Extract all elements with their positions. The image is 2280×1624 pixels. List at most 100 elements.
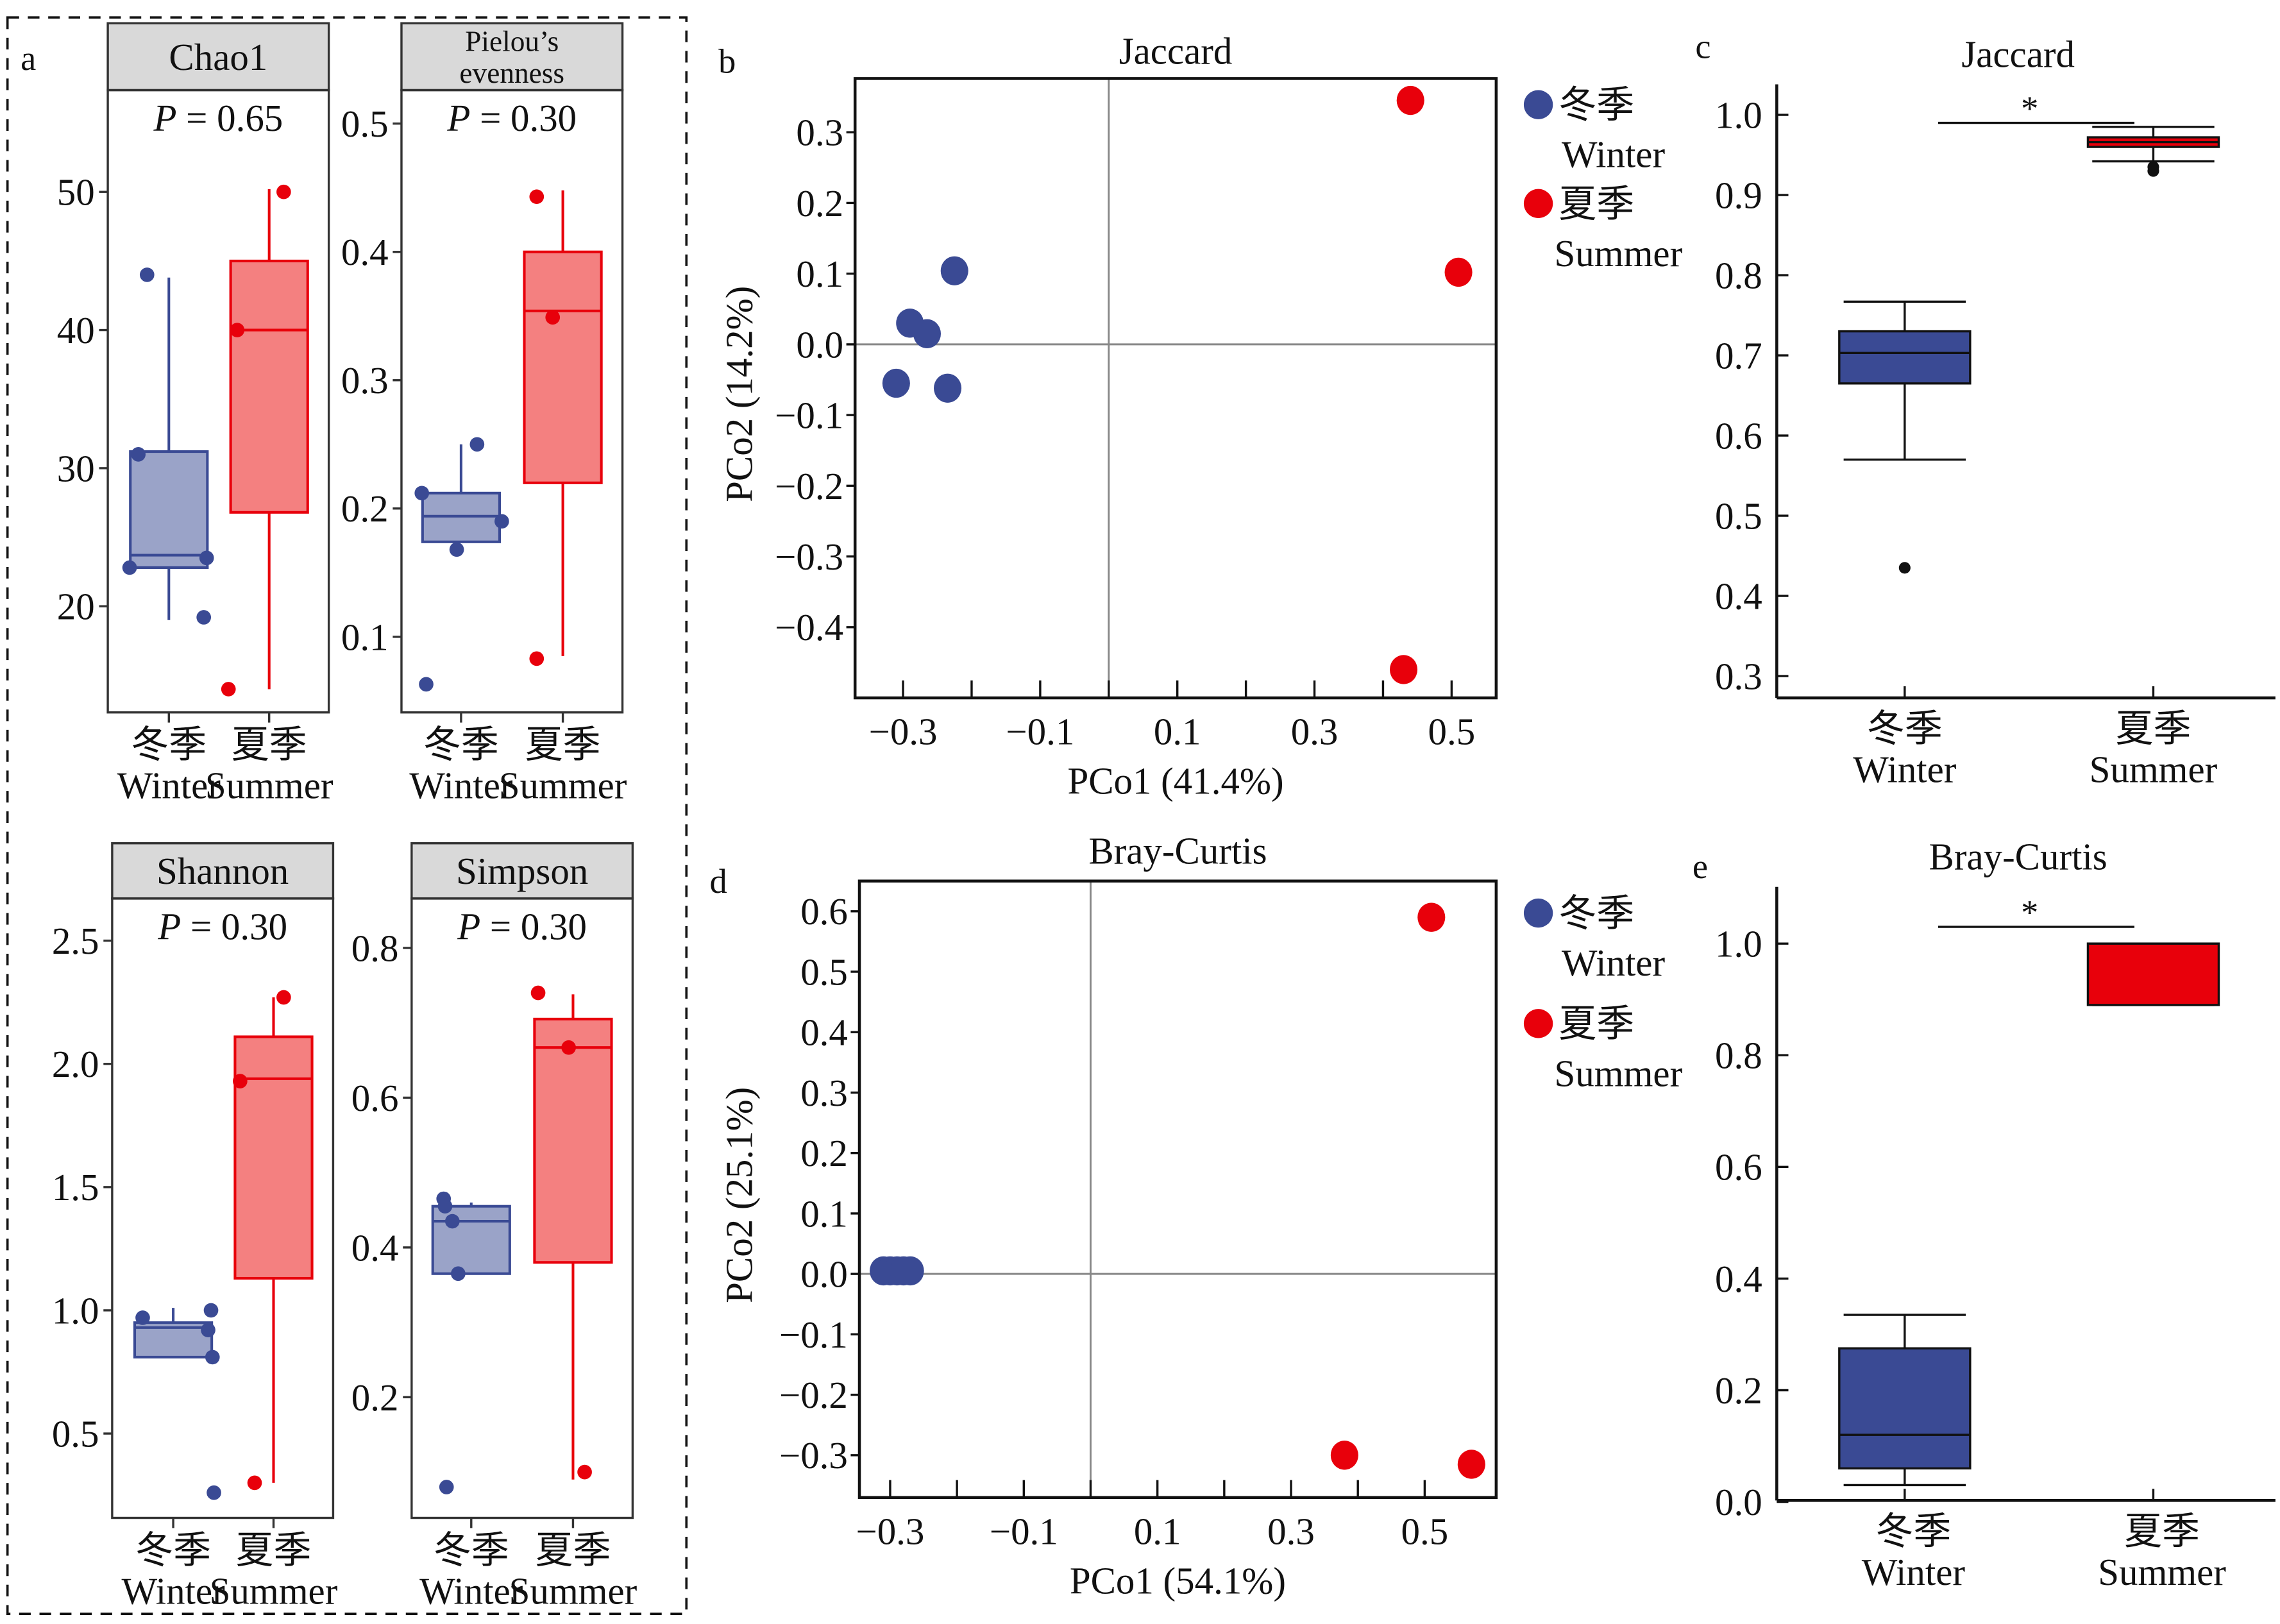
legend-label-zh: 夏季: [1558, 1002, 1634, 1045]
data-point: [1457, 1450, 1485, 1479]
facet-panel: [106, 89, 330, 714]
x-label-zh: 冬季: [423, 723, 499, 766]
x-label-zh: 冬季: [1867, 707, 1943, 750]
plot-frame: [853, 77, 1498, 700]
facet-panel: [410, 897, 634, 1519]
x-label-en: Summer: [205, 764, 334, 806]
y-tick-label: 0.2: [341, 487, 389, 530]
data-point: [545, 310, 561, 325]
data-point: [122, 560, 137, 575]
plot-frame: [857, 879, 1498, 1500]
legend-label-en: Summer: [1555, 1052, 1683, 1094]
y-tick-label: 0.2: [800, 1132, 848, 1174]
p-symbol: P: [446, 97, 470, 139]
y-tick-label: 0.9: [1715, 174, 1762, 216]
y-tick-label: 1.0: [52, 1289, 99, 1332]
data-point: [233, 1074, 248, 1088]
x-label-en: Winter: [419, 1569, 523, 1612]
data-point: [451, 1266, 466, 1281]
x-label-en: Winter: [1853, 749, 1957, 791]
x-tick-label: −0.1: [990, 1510, 1058, 1552]
x-tick-label: 0.1: [1154, 711, 1201, 753]
x-label-zh: 冬季: [434, 1529, 509, 1571]
y-tick-label: 0.4: [800, 1011, 848, 1054]
data-point: [203, 1303, 219, 1318]
y-tick-label: 0.2: [351, 1376, 399, 1419]
legend-marker: [1523, 1009, 1553, 1038]
data-point: [896, 1256, 924, 1286]
legend-marker: [1523, 189, 1553, 219]
p-value-text: = 0.30: [470, 97, 577, 139]
x-label-en: Summer: [499, 764, 627, 806]
data-point: [913, 319, 942, 349]
y-tick-label: 0.0: [796, 323, 843, 366]
y-tick-label: 50: [57, 171, 95, 214]
x-tick-label: 0.3: [1267, 1510, 1315, 1552]
x-tick-label: 0.3: [1291, 711, 1338, 753]
y-tick-label: 1.0: [1715, 94, 1762, 136]
y-tick-label: 0.8: [1715, 1035, 1762, 1077]
data-point: [1444, 257, 1473, 287]
data-point: [201, 1323, 215, 1338]
data-point: [449, 542, 464, 557]
legend-label-zh: 夏季: [1558, 183, 1634, 225]
x-label-zh: 夏季: [536, 1529, 611, 1571]
y-tick-label: 0.2: [1715, 1369, 1762, 1412]
x-tick-label: −0.3: [856, 1510, 924, 1552]
legend-label-en: Summer: [1555, 232, 1683, 275]
panel-label-b: b: [718, 42, 736, 80]
data-point: [529, 651, 545, 666]
x-label-en: Summer: [2090, 749, 2218, 791]
data-point: [437, 1199, 453, 1214]
data-point: [561, 1040, 576, 1055]
facet-title: Simpson: [456, 850, 588, 892]
y-tick-label: 0.4: [1715, 575, 1762, 617]
data-point: [494, 514, 509, 529]
panel-label-c: c: [1695, 28, 1710, 66]
y-axis-label: PCo2 (14.2%): [718, 286, 760, 502]
y-tick-label: 0.3: [1715, 655, 1762, 697]
y-tick-label: −0.1: [779, 1314, 848, 1356]
x-tick-label: 0.5: [1401, 1510, 1449, 1552]
chart-title: Bray-Curtis: [1088, 829, 1267, 872]
y-tick-label: −0.2: [775, 465, 843, 507]
box: [129, 450, 209, 569]
x-label-en: Summer: [210, 1569, 338, 1612]
y-tick-label: 0.6: [800, 890, 848, 933]
y-tick-label: 0.5: [800, 951, 848, 993]
y-tick-label: 0.4: [351, 1226, 399, 1269]
chart-title: Jaccard: [1961, 33, 2075, 75]
panel-label-a: a: [21, 39, 36, 78]
p-value-annotation: P = 0.65: [153, 97, 283, 139]
x-label-zh: 夏季: [2116, 707, 2191, 750]
y-tick-label: 0.6: [351, 1077, 399, 1119]
data-point: [1417, 902, 1446, 932]
chart-title: Jaccard: [1119, 30, 1233, 72]
y-tick-label: 0.6: [1715, 414, 1762, 457]
panel-a-dashed-border: [6, 16, 688, 1615]
x-label-en: Winter: [1862, 1551, 1966, 1593]
outlier-point: [2147, 161, 2159, 173]
y-axis-label: PCo2 (25.1%): [718, 1087, 760, 1303]
p-value-annotation: P = 0.30: [446, 97, 577, 139]
data-point: [196, 610, 212, 625]
data-point: [276, 184, 291, 199]
x-label-zh: 夏季: [236, 1529, 312, 1571]
data-point: [205, 1349, 220, 1365]
data-point: [469, 437, 485, 452]
x-axis-label: PCo1 (41.4%): [1067, 760, 1283, 802]
facet-title: Shannon: [156, 850, 289, 892]
p-value-annotation: P = 0.30: [157, 905, 287, 947]
y-tick-label: 0.5: [52, 1412, 99, 1455]
panel-label-e: e: [1693, 847, 1708, 886]
p-symbol: P: [457, 905, 480, 947]
legend-marker: [1523, 90, 1553, 119]
legend: 冬季 Winter 夏季 Summer: [1523, 892, 1683, 1094]
p-value-text: = 0.30: [480, 905, 587, 947]
y-tick-label: 0.4: [341, 231, 389, 273]
